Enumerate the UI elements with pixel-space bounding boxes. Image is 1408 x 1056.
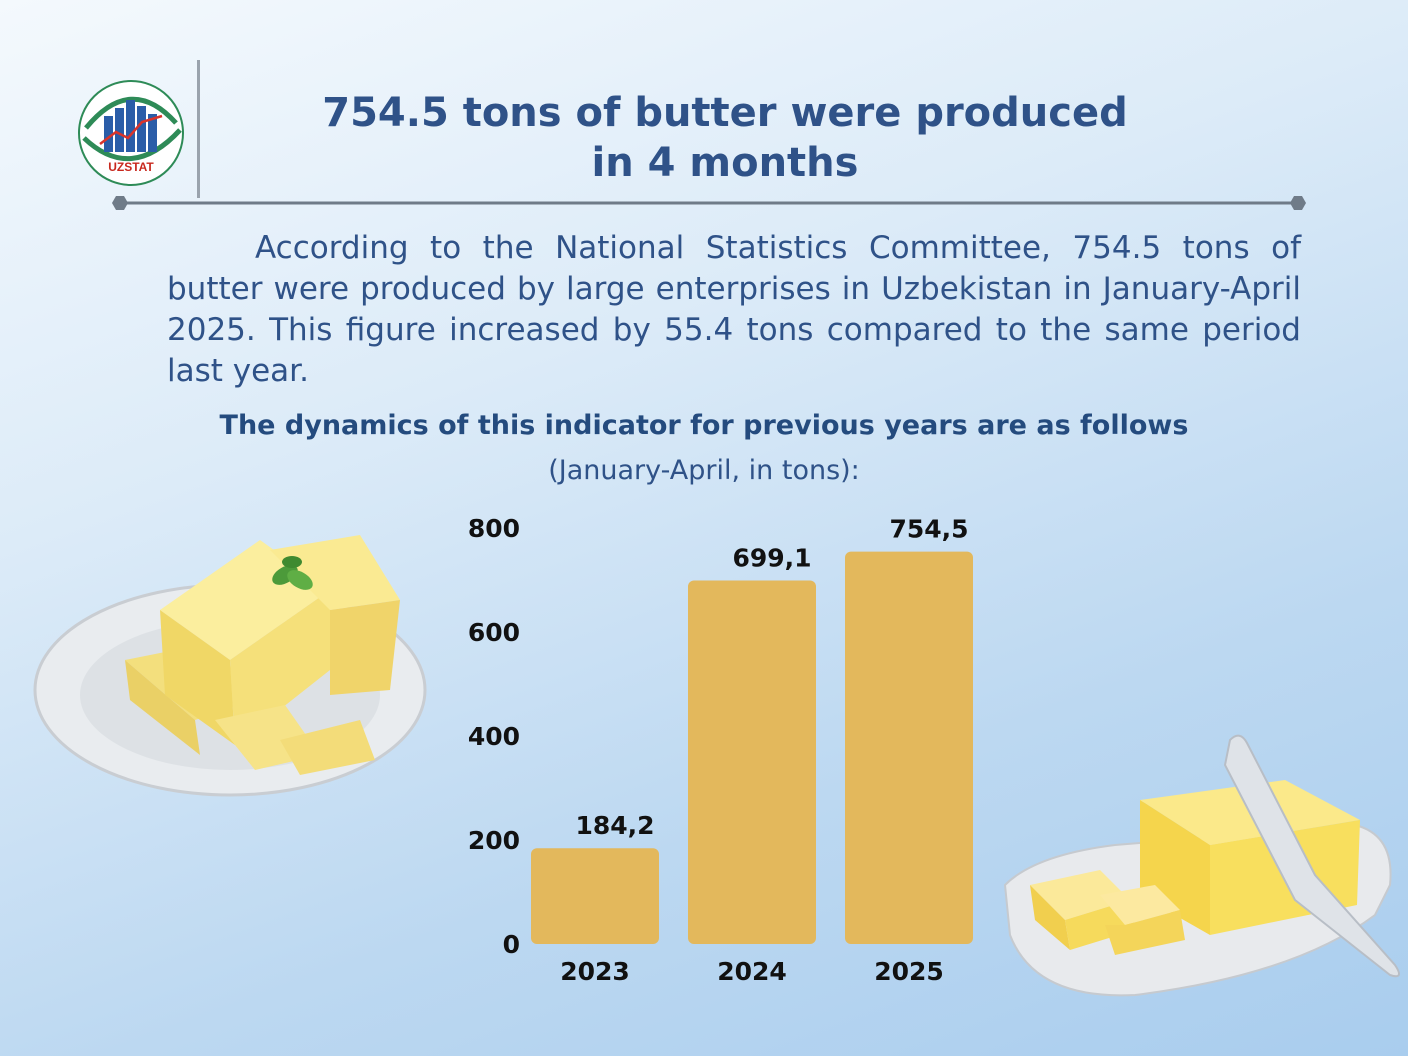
title-line-2: in 4 months (591, 140, 859, 186)
x-tick-label: 2024 (717, 957, 787, 986)
bar-2024 (688, 580, 816, 944)
y-tick-label: 200 (468, 826, 520, 855)
bar-2023 (531, 848, 659, 944)
bar-value-label: 184,2 (575, 811, 654, 840)
bar-chart: 0 200 400 600 800 184,2 2023 699,1 2024 754,5 2025 (468, 514, 973, 986)
y-tick-label: 800 (468, 514, 520, 543)
butter-plate-illustration (33, 535, 427, 797)
bar-value-label: 699,1 (732, 543, 811, 572)
title-line-1: 754.5 tons of butter were produced (322, 90, 1128, 136)
bar-2025 (845, 551, 973, 944)
butter-knife-illustration (1003, 734, 1400, 997)
bar-value-label: 754,5 (889, 515, 968, 544)
y-tick-label: 0 (503, 930, 520, 959)
intro-paragraph: According to the National Statistics Com… (167, 230, 1301, 389)
page-title: 754.5 tons of butter were produced in 4 … (230, 88, 1220, 188)
y-tick-label: 600 (468, 618, 520, 647)
x-tick-label: 2025 (874, 957, 944, 986)
header-divider (197, 60, 200, 198)
chart-unit: (January-April, in tons): (548, 455, 860, 486)
uzstat-logo: UZSTAT (76, 78, 186, 188)
x-tick-label: 2023 (560, 957, 630, 986)
title-underline (112, 196, 1306, 210)
y-tick-label: 400 (468, 722, 520, 751)
logo-text: UZSTAT (108, 160, 154, 174)
chart-title: The dynamics of this indicator for previ… (219, 410, 1189, 441)
